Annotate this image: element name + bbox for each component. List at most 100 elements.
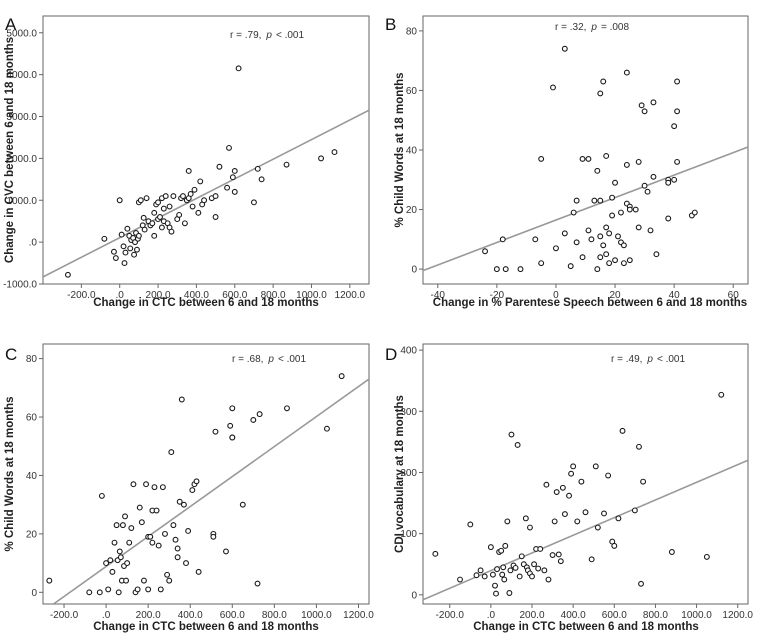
y-tick-label: 3000.0 xyxy=(6,112,37,123)
data-point xyxy=(162,193,169,200)
data-point xyxy=(157,586,164,593)
x-tick-label: 800.0 xyxy=(261,290,286,301)
data-point xyxy=(499,236,506,243)
data-point xyxy=(124,560,131,567)
x-tick-label: .0 xyxy=(116,290,125,301)
data-point xyxy=(568,470,575,477)
data-point xyxy=(168,228,175,235)
data-point xyxy=(718,391,725,398)
x-tick-label: 1000.0 xyxy=(301,610,332,621)
data-point xyxy=(170,193,177,200)
plot-frame xyxy=(42,343,370,605)
data-point xyxy=(212,428,219,435)
data-point xyxy=(180,193,186,200)
data-point xyxy=(136,504,143,511)
p-symbol: p xyxy=(265,30,272,41)
data-point xyxy=(121,260,128,267)
data-point xyxy=(597,254,604,261)
data-point xyxy=(579,254,586,261)
data-point xyxy=(122,513,128,520)
data-point xyxy=(499,571,506,578)
data-point xyxy=(224,184,231,191)
data-point xyxy=(603,224,610,231)
data-point xyxy=(650,99,657,106)
panel-a: A -200.0 .0 200.0 400.0 600.0 800.0 1000.0 1200.… xyxy=(3,15,370,309)
data-point xyxy=(636,443,642,450)
plot-frame xyxy=(42,15,370,285)
data-point xyxy=(467,521,474,528)
data-point xyxy=(541,567,548,574)
x-tick-label: 1200.0 xyxy=(722,610,753,621)
data-point xyxy=(557,558,564,565)
fit-line xyxy=(423,146,748,272)
y-tick-label: 1000.0 xyxy=(6,196,37,207)
data-point xyxy=(535,565,542,572)
data-point xyxy=(134,246,140,253)
data-point xyxy=(502,266,509,273)
data-point xyxy=(620,260,627,267)
data-point xyxy=(254,165,261,172)
y-tick-label: 400 xyxy=(400,346,417,357)
data-point xyxy=(582,509,589,516)
y-tick-label: 200 xyxy=(400,468,417,479)
data-point xyxy=(229,405,236,412)
p-value: < .001 xyxy=(278,354,307,365)
panel-letter: D xyxy=(385,345,397,364)
y-tick-label: 0 xyxy=(411,590,417,601)
data-point xyxy=(166,577,173,584)
x-tick-label: 1200.0 xyxy=(335,290,366,301)
data-point xyxy=(64,271,71,278)
data-point xyxy=(514,441,521,448)
data-point xyxy=(501,576,508,583)
data-point xyxy=(143,481,150,488)
data-point xyxy=(612,257,618,264)
x-axis-label: Change in CTC between 6 and 18 months xyxy=(473,621,699,633)
data-point xyxy=(559,484,566,491)
data-point xyxy=(504,518,511,525)
data-point xyxy=(212,214,219,220)
x-tick-label: -200.0 xyxy=(50,610,79,621)
data-point xyxy=(128,525,135,531)
data-point xyxy=(111,539,118,546)
data-point xyxy=(477,567,484,574)
data-point xyxy=(538,155,545,162)
y-tick-label: 0 xyxy=(31,588,37,599)
x-tick-label: 200.0 xyxy=(146,290,171,301)
data-point xyxy=(623,161,630,168)
data-point xyxy=(250,417,257,423)
x-tick-label: 60 xyxy=(728,290,740,301)
data-point xyxy=(570,463,577,470)
y-axis-label: CDI vocabulary at 18 months xyxy=(394,395,406,553)
data-point xyxy=(235,65,242,72)
data-point xyxy=(600,78,607,85)
x-tick-label: -200.0 xyxy=(436,610,465,621)
x-tick-label: 200.0 xyxy=(136,610,161,621)
data-point xyxy=(561,45,568,52)
data-point xyxy=(703,553,710,560)
data-point xyxy=(650,173,657,180)
data-point xyxy=(210,533,217,540)
data-point xyxy=(229,174,236,181)
data-point xyxy=(137,197,144,204)
data-point xyxy=(109,568,116,575)
data-point xyxy=(134,586,141,593)
data-point xyxy=(231,188,238,195)
data-point xyxy=(96,589,103,596)
data-point xyxy=(258,176,265,183)
data-point xyxy=(671,123,678,130)
data-point xyxy=(116,548,123,555)
data-point xyxy=(164,571,171,578)
data-point xyxy=(609,212,616,219)
data-point xyxy=(162,530,168,537)
data-point xyxy=(553,245,559,252)
data-point xyxy=(597,233,604,240)
p-value: = .008 xyxy=(601,22,630,33)
data-point xyxy=(592,463,599,470)
data-point xyxy=(116,197,123,204)
data-point xyxy=(120,243,127,250)
data-point xyxy=(549,552,556,559)
data-point xyxy=(579,155,586,162)
p-value: < .001 xyxy=(276,30,305,41)
data-point xyxy=(600,242,607,249)
data-point xyxy=(160,205,167,212)
